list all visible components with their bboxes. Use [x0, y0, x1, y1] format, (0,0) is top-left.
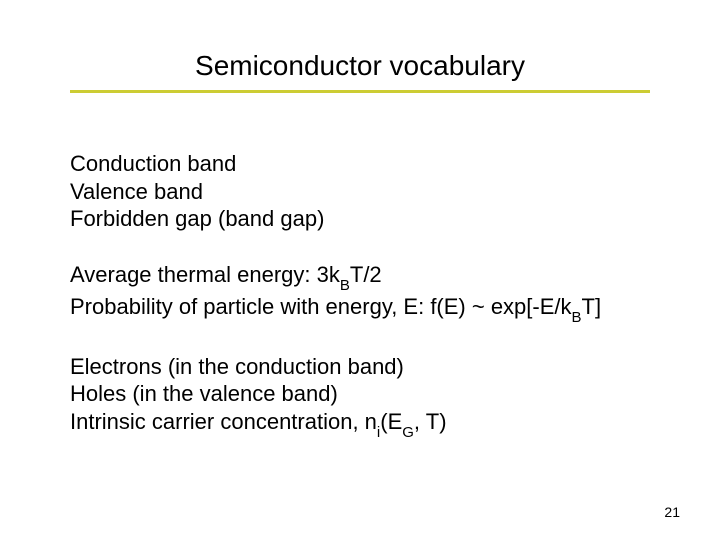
text-run: Probability of particle with energy, E: …: [70, 294, 572, 319]
text-line: Forbidden gap (band gap): [70, 205, 650, 233]
text-line: Valence band: [70, 178, 650, 206]
text-line: Average thermal energy: 3kBT/2: [70, 261, 650, 293]
text-run: T/2: [350, 262, 382, 287]
subscript-text: G: [402, 424, 414, 441]
text-line: Holes (in the valence band): [70, 380, 650, 408]
text-block: Average thermal energy: 3kBT/2Probabilit…: [70, 261, 650, 325]
text-run: Valence band: [70, 179, 203, 204]
text-run: Conduction band: [70, 151, 236, 176]
page-number: 21: [664, 504, 680, 520]
text-run: T]: [582, 294, 602, 319]
slide-body: Conduction band Valence bandForbidden gap…: [70, 150, 650, 468]
text-block: Electrons (in the conduction band)Holes …: [70, 353, 650, 440]
text-run: Electrons (in the conduction band): [70, 354, 404, 379]
text-line: Intrinsic carrier concentration, ni(EG, …: [70, 408, 650, 440]
title-underline: Semiconductor vocabulary: [70, 50, 650, 93]
text-run: (E: [380, 409, 402, 434]
slide: Semiconductor vocabulary Conduction band…: [0, 0, 720, 540]
text-run: , T): [414, 409, 447, 434]
subscript-text: i: [377, 424, 380, 441]
text-line: Electrons (in the conduction band): [70, 353, 650, 381]
subscript-text: B: [340, 277, 350, 294]
text-block: Conduction band Valence bandForbidden gap…: [70, 150, 650, 233]
text-run: Average thermal energy: 3k: [70, 262, 340, 287]
text-line: Probability of particle with energy, E: …: [70, 293, 650, 325]
text-run: Forbidden gap (band gap): [70, 206, 324, 231]
text-run: Intrinsic carrier concentration, n: [70, 409, 377, 434]
text-run: Holes (in the valence band): [70, 381, 338, 406]
slide-title: Semiconductor vocabulary: [70, 50, 650, 82]
text-line: Conduction band: [70, 150, 650, 178]
subscript-text: B: [572, 309, 582, 326]
